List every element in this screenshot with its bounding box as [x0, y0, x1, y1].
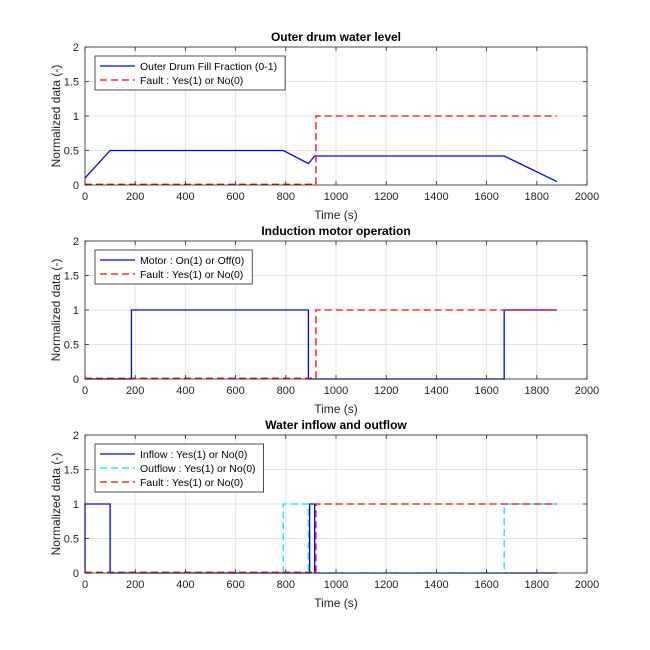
x-tick-label: 1600 [474, 191, 498, 203]
x-tick-label: 1000 [324, 191, 348, 203]
x-tick-label: 200 [126, 385, 144, 397]
series-line-1 [85, 309, 557, 380]
x-tick-label: 200 [126, 191, 144, 203]
x-tick-label: 600 [226, 579, 244, 591]
legend-entry-2: Outflow : Yes(1) or No(0) [140, 463, 256, 475]
x-tick-label: 1000 [324, 579, 348, 591]
series-line-1 [84, 149, 558, 183]
subplot-2: 0 200 400 600 800 1000 1200 1400 1600 1800 2000 0 0.… [49, 224, 599, 416]
x-tick-label: 400 [176, 385, 194, 397]
y-tick-label: 2 [73, 42, 79, 54]
x-tick-label: 1200 [374, 579, 398, 591]
legend: Outer Drum Fill Fraction (0-1) Fault : Ye… [94, 55, 286, 91]
x-tick-label: 800 [277, 579, 295, 591]
y-tick-label: 0 [73, 568, 79, 580]
x-tick-label: 2000 [575, 579, 599, 591]
chart-title: Water inflow and outflow [265, 418, 407, 432]
x-tick-label: 200 [126, 579, 144, 591]
y-axis-label: Normalized data (-) [49, 259, 63, 362]
series-line-2 [85, 503, 557, 574]
x-axis-label: Time (s) [314, 596, 358, 610]
legend: Inflow : Yes(1) or No(0) Outflow : Yes(1)… [94, 443, 264, 493]
y-tick-label: 1 [73, 305, 79, 317]
x-tick-label: 1600 [474, 385, 498, 397]
x-axis-label: Time (s) [314, 208, 358, 222]
legend: Motor : On(1) or Off(0) Fault : Yes(1) or… [94, 249, 253, 285]
legend-entry-1: Motor : On(1) or Off(0) [140, 255, 244, 267]
y-tick-label: 0.5 [64, 340, 79, 352]
series-line-3 [85, 503, 557, 573]
x-tick-label: 400 [176, 191, 194, 203]
x-tick-label: 1400 [424, 579, 448, 591]
x-tick-label: 0 [82, 191, 88, 203]
chart-title: Induction motor operation [261, 224, 410, 238]
legend-entry-2: Fault : Yes(1) or No(0) [140, 75, 243, 87]
x-tick-label: 400 [176, 579, 194, 591]
y-tick-label: 0 [73, 374, 79, 386]
y-tick-label: 1.5 [64, 271, 79, 283]
legend-entry-1: Outer Drum Fill Fraction (0-1) [140, 61, 277, 73]
x-tick-label: 1800 [525, 191, 549, 203]
subplot-3: 0 200 400 600 800 1000 1200 1400 1600 1800 2000 0 0.… [49, 418, 599, 610]
y-tick-label: 1.5 [64, 77, 79, 89]
x-tick-label: 800 [277, 385, 295, 397]
y-tick-label: 2 [73, 236, 79, 248]
y-axis-label: Normalized data (-) [49, 65, 63, 168]
y-tick-label: 1.5 [64, 465, 79, 477]
x-tick-label: 2000 [575, 191, 599, 203]
chart-title: Outer drum water level [271, 30, 401, 44]
y-tick-label: 1 [73, 499, 79, 511]
y-tick-label: 2 [73, 430, 79, 442]
x-tick-label: 600 [226, 191, 244, 203]
y-tick-label: 1 [73, 111, 79, 123]
y-tick-label: 0 [73, 180, 79, 192]
x-tick-label: 1800 [525, 385, 549, 397]
x-tick-label: 1400 [424, 191, 448, 203]
x-tick-label: 1400 [424, 385, 448, 397]
x-tick-label: 0 [82, 579, 88, 591]
legend-entry-3: Fault : Yes(1) or No(0) [140, 477, 243, 489]
x-tick-label: 600 [226, 385, 244, 397]
legend-box [94, 249, 253, 285]
legend-box [94, 55, 286, 91]
x-tick-label: 800 [277, 191, 295, 203]
legend-entry-2: Fault : Yes(1) or No(0) [140, 269, 243, 281]
x-tick-label: 1200 [374, 191, 398, 203]
y-tick-label: 0.5 [64, 146, 79, 158]
x-tick-label: 1200 [374, 385, 398, 397]
y-tick-label: 0.5 [64, 534, 79, 546]
y-axis-label: Normalized data (-) [49, 453, 63, 556]
x-tick-label: 0 [82, 385, 88, 397]
x-tick-label: 2000 [575, 385, 599, 397]
subplot-1: 0 200 400 600 800 1000 1200 1400 1600 1800 2000 0 0.… [49, 30, 599, 222]
x-axis-label: Time (s) [314, 402, 358, 416]
series-line-2 [85, 309, 557, 379]
legend-entry-1: Inflow : Yes(1) or No(0) [140, 449, 247, 461]
x-tick-label: 1000 [324, 385, 348, 397]
x-tick-label: 1600 [474, 579, 498, 591]
x-tick-label: 1800 [525, 579, 549, 591]
series-line-2 [85, 115, 557, 185]
